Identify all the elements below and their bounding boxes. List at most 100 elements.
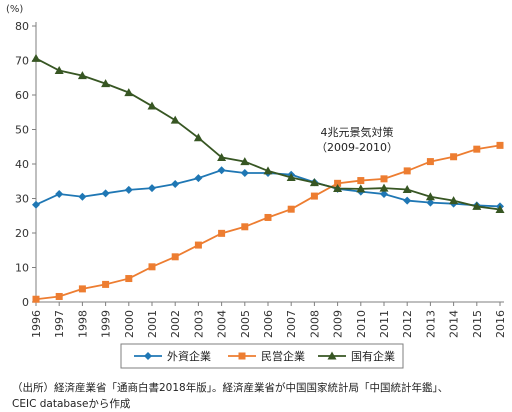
legend-marker	[327, 351, 337, 360]
x-tick-label: 2009	[332, 310, 345, 338]
legend-label: 外資企業	[167, 349, 211, 363]
data-point	[380, 190, 388, 199]
series-2	[32, 141, 504, 303]
y-tick-label: 10	[15, 262, 29, 275]
data-point	[333, 183, 343, 192]
data-point	[148, 263, 156, 271]
data-point	[54, 66, 64, 75]
data-point	[449, 196, 459, 205]
data-point	[32, 200, 40, 209]
data-point	[55, 190, 64, 199]
y-tick-label: 50	[15, 124, 29, 137]
y-tick-label: 80	[15, 20, 29, 33]
data-point	[147, 101, 157, 110]
data-point	[403, 196, 412, 205]
x-tick-label: 1999	[100, 310, 113, 338]
y-tick-label: 60	[15, 89, 29, 102]
legend-marker	[144, 352, 152, 360]
data-point	[264, 213, 272, 221]
data-point	[380, 175, 388, 183]
data-point	[31, 53, 41, 62]
x-tick-label: 2008	[308, 310, 321, 338]
data-point	[170, 115, 180, 124]
chart-series	[31, 53, 505, 303]
x-tick-label: 2006	[262, 310, 275, 338]
data-point	[194, 174, 203, 183]
chart-legend: 外資企業 民営企業 国有企業	[120, 343, 404, 369]
data-point	[425, 192, 435, 201]
x-tick-label: 2013	[424, 310, 437, 338]
data-point	[77, 71, 87, 80]
legend-item: 民営企業	[228, 349, 305, 363]
y-tick-label: 0	[22, 296, 29, 309]
y-axis-ticks: 0 10 20 30 40 50 60 70 80	[15, 20, 36, 309]
annotation-line-2: （2009-2010）	[316, 141, 398, 154]
data-point	[495, 205, 505, 214]
x-tick-label: 1998	[76, 310, 89, 338]
data-point	[171, 180, 180, 189]
data-point	[403, 167, 411, 175]
data-point	[217, 152, 227, 161]
data-point	[148, 184, 156, 193]
data-point	[101, 189, 110, 198]
legend-label: 国有企業	[351, 349, 395, 363]
data-point	[286, 172, 296, 181]
data-point	[217, 166, 226, 175]
data-point	[309, 178, 319, 187]
x-tick-label: 2003	[192, 310, 205, 338]
x-tick-label: 2002	[169, 310, 182, 338]
data-point	[124, 88, 134, 97]
data-point	[194, 241, 202, 249]
data-point	[78, 285, 86, 293]
data-point	[78, 192, 87, 201]
x-tick-label: 2004	[216, 310, 229, 338]
data-point	[101, 79, 111, 88]
data-point	[402, 185, 412, 194]
data-point	[287, 205, 295, 213]
data-point	[102, 280, 110, 288]
legend-label: 民営企業	[261, 349, 305, 363]
y-tick-label: 40	[15, 158, 29, 171]
chart-axes	[35, 22, 504, 303]
x-tick-label: 2014	[448, 310, 461, 338]
legend-item: 外資企業	[134, 349, 211, 363]
data-point	[124, 185, 133, 194]
data-point	[125, 275, 133, 283]
x-tick-label: 1997	[53, 310, 66, 338]
data-point	[55, 292, 63, 300]
data-point	[356, 184, 366, 193]
annotation-line-1: 4兆元景気対策	[321, 125, 394, 139]
data-point	[240, 168, 249, 177]
x-tick-label: 2016	[494, 310, 507, 338]
x-tick-label: 2007	[285, 310, 298, 338]
y-tick-label: 70	[15, 55, 29, 68]
x-tick-label: 2005	[239, 310, 252, 338]
legend-item: 国有企業	[318, 349, 395, 363]
data-point	[473, 145, 481, 153]
x-tick-label: 2001	[146, 310, 159, 338]
data-point	[426, 198, 435, 207]
data-point	[357, 177, 365, 185]
data-point	[426, 158, 434, 166]
series-3	[31, 53, 505, 214]
data-point	[218, 229, 226, 237]
x-tick-label: 2010	[355, 310, 368, 338]
x-tick-label: 2000	[123, 310, 136, 338]
legend-box	[120, 343, 404, 369]
line-chart: 0 10 20 30 40 50 60 70 80 1996 1997 1998 1999 2000 20…	[6, 4, 507, 369]
data-point	[240, 157, 250, 166]
x-tick-label: 2012	[401, 310, 414, 338]
x-tick-label: 2015	[471, 310, 484, 338]
y-tick-label: 20	[15, 227, 29, 240]
data-point	[171, 253, 179, 261]
data-point	[32, 295, 40, 303]
data-point	[379, 183, 389, 192]
data-point	[193, 133, 203, 142]
data-point	[334, 179, 342, 187]
data-point	[241, 223, 249, 231]
y-tick-label: 30	[15, 193, 29, 206]
y-axis-unit: (%)	[6, 4, 23, 15]
source-note-line-1: （出所）経済産業省「通商白書2018年版」。経済産業省が中国国家統計局「中国統計…	[12, 382, 449, 394]
source-note: （出所）経済産業省「通商白書2018年版」。経済産業省が中国国家統計局「中国統計…	[12, 380, 508, 412]
data-point	[263, 166, 273, 175]
